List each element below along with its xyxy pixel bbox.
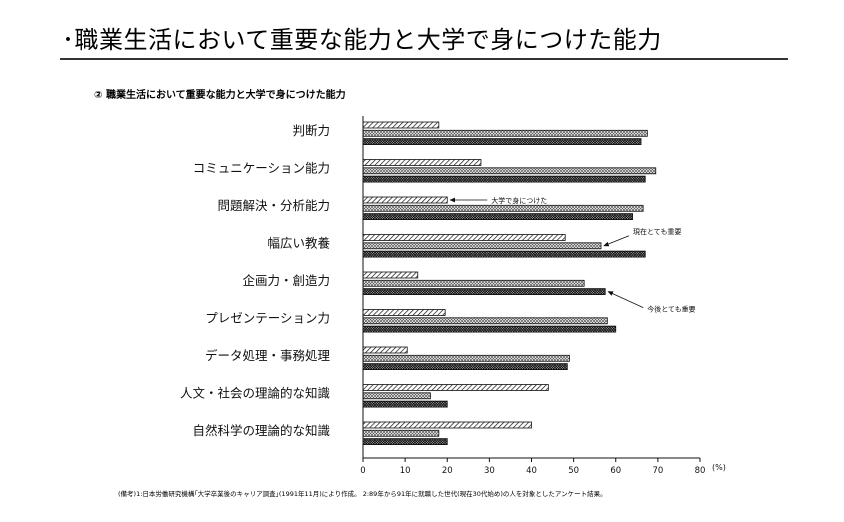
- x-tick-label: 10: [400, 466, 411, 476]
- category-label: 自然科学の理論的な知識: [192, 423, 330, 438]
- category-label: データ処理・事務処理: [205, 348, 331, 363]
- annotation-label: 今後とても重要: [647, 305, 695, 314]
- bar-2-2: [362, 167, 657, 175]
- title-divider: [60, 58, 788, 60]
- bar-6-1: [362, 309, 446, 316]
- bar-2-1: [362, 159, 482, 166]
- bar-9-2: [362, 429, 440, 437]
- x-tick-label: 0: [360, 466, 365, 476]
- annotation-label: 大学で身につけた: [491, 196, 547, 205]
- category-label: プレゼンテーション力: [205, 311, 330, 326]
- annotation-label: 現在とても重要: [633, 227, 681, 236]
- x-tick-label: 20: [442, 466, 453, 476]
- x-tick-label: 70: [652, 466, 663, 476]
- category-label: 判断力: [292, 123, 330, 138]
- bar-1-1: [362, 121, 440, 129]
- annotation-arrow: [603, 235, 630, 247]
- bar-5-2: [362, 279, 585, 287]
- bar-6-3: [362, 325, 617, 333]
- bar-3-1: [362, 196, 448, 204]
- category-label: コミュニケーション能力: [193, 161, 330, 176]
- bar-2-3: [362, 175, 646, 183]
- x-tick-label: 80: [695, 466, 706, 476]
- bar-8-3: [362, 400, 448, 408]
- x-tick-label: 50: [568, 466, 579, 476]
- x-tick-label: 30: [484, 466, 495, 476]
- category-label: 企画力・創造力: [242, 273, 330, 288]
- bar-3-2: [362, 204, 644, 212]
- x-tick-label: 40: [526, 466, 537, 476]
- bar-6-2: [362, 317, 608, 325]
- bar-9-3: [362, 438, 448, 446]
- page-title: ･職業生活において重要な能力と大学で身につけた能力: [62, 26, 662, 54]
- bar-5-3: [362, 288, 606, 296]
- bar-4-1: [362, 234, 566, 241]
- bar-4-3: [362, 250, 646, 258]
- category-label: 幅広い教養: [267, 236, 330, 251]
- bar-7-1: [362, 346, 408, 354]
- bar-7-3: [362, 363, 568, 371]
- bar-9-1: [362, 421, 532, 429]
- bar-8-1: [362, 384, 549, 391]
- bar-4-2: [362, 242, 602, 250]
- annotation-arrow: [607, 291, 644, 308]
- bar-1-3: [362, 138, 642, 146]
- chart-subtitle: ② 職業生活において重要な能力と大学で身につけた能力: [94, 90, 346, 101]
- x-tick-label: 60: [610, 466, 621, 476]
- category-label: 人文・社会の理論的な知識: [180, 386, 330, 401]
- bar-8-2: [362, 392, 431, 400]
- category-label: 問題解決・分析能力: [217, 198, 330, 213]
- chart-footnote: (備考)1:日本労働研究機構｢大学卒業後のキャリア調査｣(1991年11月)によ…: [118, 490, 607, 498]
- bar-7-2: [362, 354, 570, 362]
- x-unit-label: (%): [712, 463, 726, 472]
- bar-5-1: [362, 271, 419, 279]
- bar-3-3: [362, 213, 634, 221]
- bar-1-2: [362, 129, 648, 137]
